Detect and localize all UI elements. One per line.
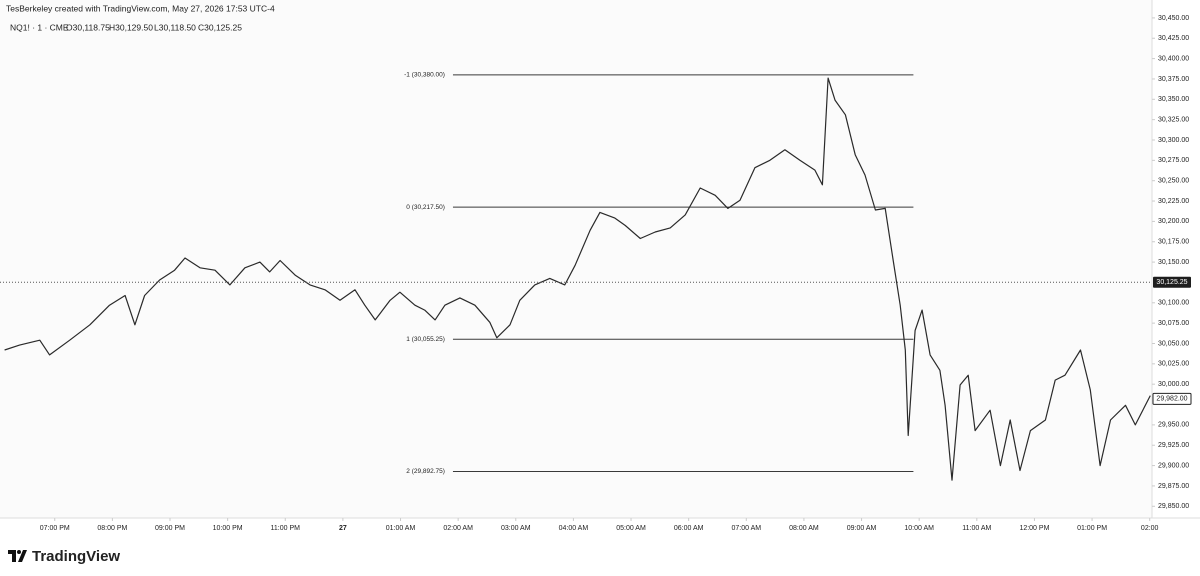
y-tick-label: 30,175.00 xyxy=(1158,239,1189,246)
fib-level-label: -1 (30,380.00) xyxy=(404,72,445,79)
x-tick-label: 07:00 PM xyxy=(40,525,70,532)
y-tick-label: 30,425.00 xyxy=(1158,35,1189,42)
y-tick-label: 30,350.00 xyxy=(1158,96,1189,103)
y-tick-label: 30,150.00 xyxy=(1158,259,1189,266)
logo-mark xyxy=(8,550,27,562)
footer-brand: TradingView xyxy=(32,548,120,565)
ohlc-close: C30,125.25 xyxy=(198,22,242,32)
x-tick-label: 10:00 PM xyxy=(213,525,243,532)
price-line xyxy=(4,77,1151,481)
ohlc-open: O30,118.75 xyxy=(66,22,110,32)
y-tick-label: 30,300.00 xyxy=(1158,137,1189,144)
x-tick-label: 08:00 PM xyxy=(97,525,127,532)
plot-area xyxy=(0,0,1152,518)
x-tick-label: 01:00 AM xyxy=(386,525,416,532)
x-tick-label: 11:00 PM xyxy=(271,525,301,532)
y-tick-label: 30,225.00 xyxy=(1158,198,1189,205)
price-label-box xyxy=(1153,276,1191,288)
y-tick-label: 30,450.00 xyxy=(1158,15,1189,22)
x-tick-label: 03:00 AM xyxy=(501,525,531,532)
y-tick-label: 30,200.00 xyxy=(1158,218,1189,225)
x-tick-label: 04:00 AM xyxy=(559,525,589,532)
ohlc-low: L30,118.50 xyxy=(154,22,196,32)
x-tick-label: 07:00 AM xyxy=(732,525,762,532)
y-tick-label: 30,400.00 xyxy=(1158,55,1189,62)
x-tick-label: 27 xyxy=(339,525,347,532)
y-tick-label: 30,075.00 xyxy=(1158,320,1189,327)
fib-level-label: 1 (30,055.25) xyxy=(406,336,445,343)
chart-title: TesBerkeley created with TradingView.com… xyxy=(6,3,275,13)
y-tick-label: 30,100.00 xyxy=(1158,300,1189,307)
fib-level-label: 2 (29,892.75) xyxy=(406,468,445,475)
y-tick-label: 30,025.00 xyxy=(1158,361,1189,368)
price-label-box xyxy=(1152,392,1192,405)
x-tick-label: 02:00 xyxy=(1141,525,1159,532)
fib-level-label: 0 (30,217.50) xyxy=(406,204,445,211)
y-tick-label: 29,950.00 xyxy=(1158,422,1189,429)
x-tick-label: 05:00 AM xyxy=(616,525,646,532)
y-tick-label: 29,850.00 xyxy=(1158,503,1189,510)
y-tick-label: 30,275.00 xyxy=(1158,157,1189,164)
symbol: NQ1! · 1 · CME xyxy=(10,22,69,32)
logo-dot xyxy=(17,550,21,554)
price-label: 29,982.00 xyxy=(1156,396,1187,403)
x-tick-label: 02:00 AM xyxy=(443,525,473,532)
x-tick-label: 12:00 PM xyxy=(1019,525,1049,532)
y-tick-label: 30,250.00 xyxy=(1158,178,1189,185)
y-tick-label: 29,925.00 xyxy=(1158,442,1189,449)
x-tick-label: 08:00 AM xyxy=(789,525,819,532)
price-label: 30,125.25 xyxy=(1156,279,1187,286)
logo: TradingView xyxy=(8,548,120,565)
y-tick-label: 30,050.00 xyxy=(1158,340,1189,347)
y-tick-label: 30,325.00 xyxy=(1158,116,1189,123)
x-tick-label: 09:00 PM xyxy=(155,525,185,532)
y-tick-label: 30,375.00 xyxy=(1158,76,1189,83)
x-tick-label: 06:00 AM xyxy=(674,525,704,532)
x-tick-label: 10:00 AM xyxy=(904,525,934,532)
y-tick-label: 30,000.00 xyxy=(1158,381,1189,388)
x-tick-label: 01:00 PM xyxy=(1077,525,1107,532)
ohlc-high: H30,129.50 xyxy=(109,22,153,32)
x-tick-label: 09:00 AM xyxy=(847,525,877,532)
y-tick-label: 29,900.00 xyxy=(1158,462,1189,469)
y-tick-label: 29,875.00 xyxy=(1158,483,1189,490)
x-tick-label: 11:00 AM xyxy=(962,525,991,532)
